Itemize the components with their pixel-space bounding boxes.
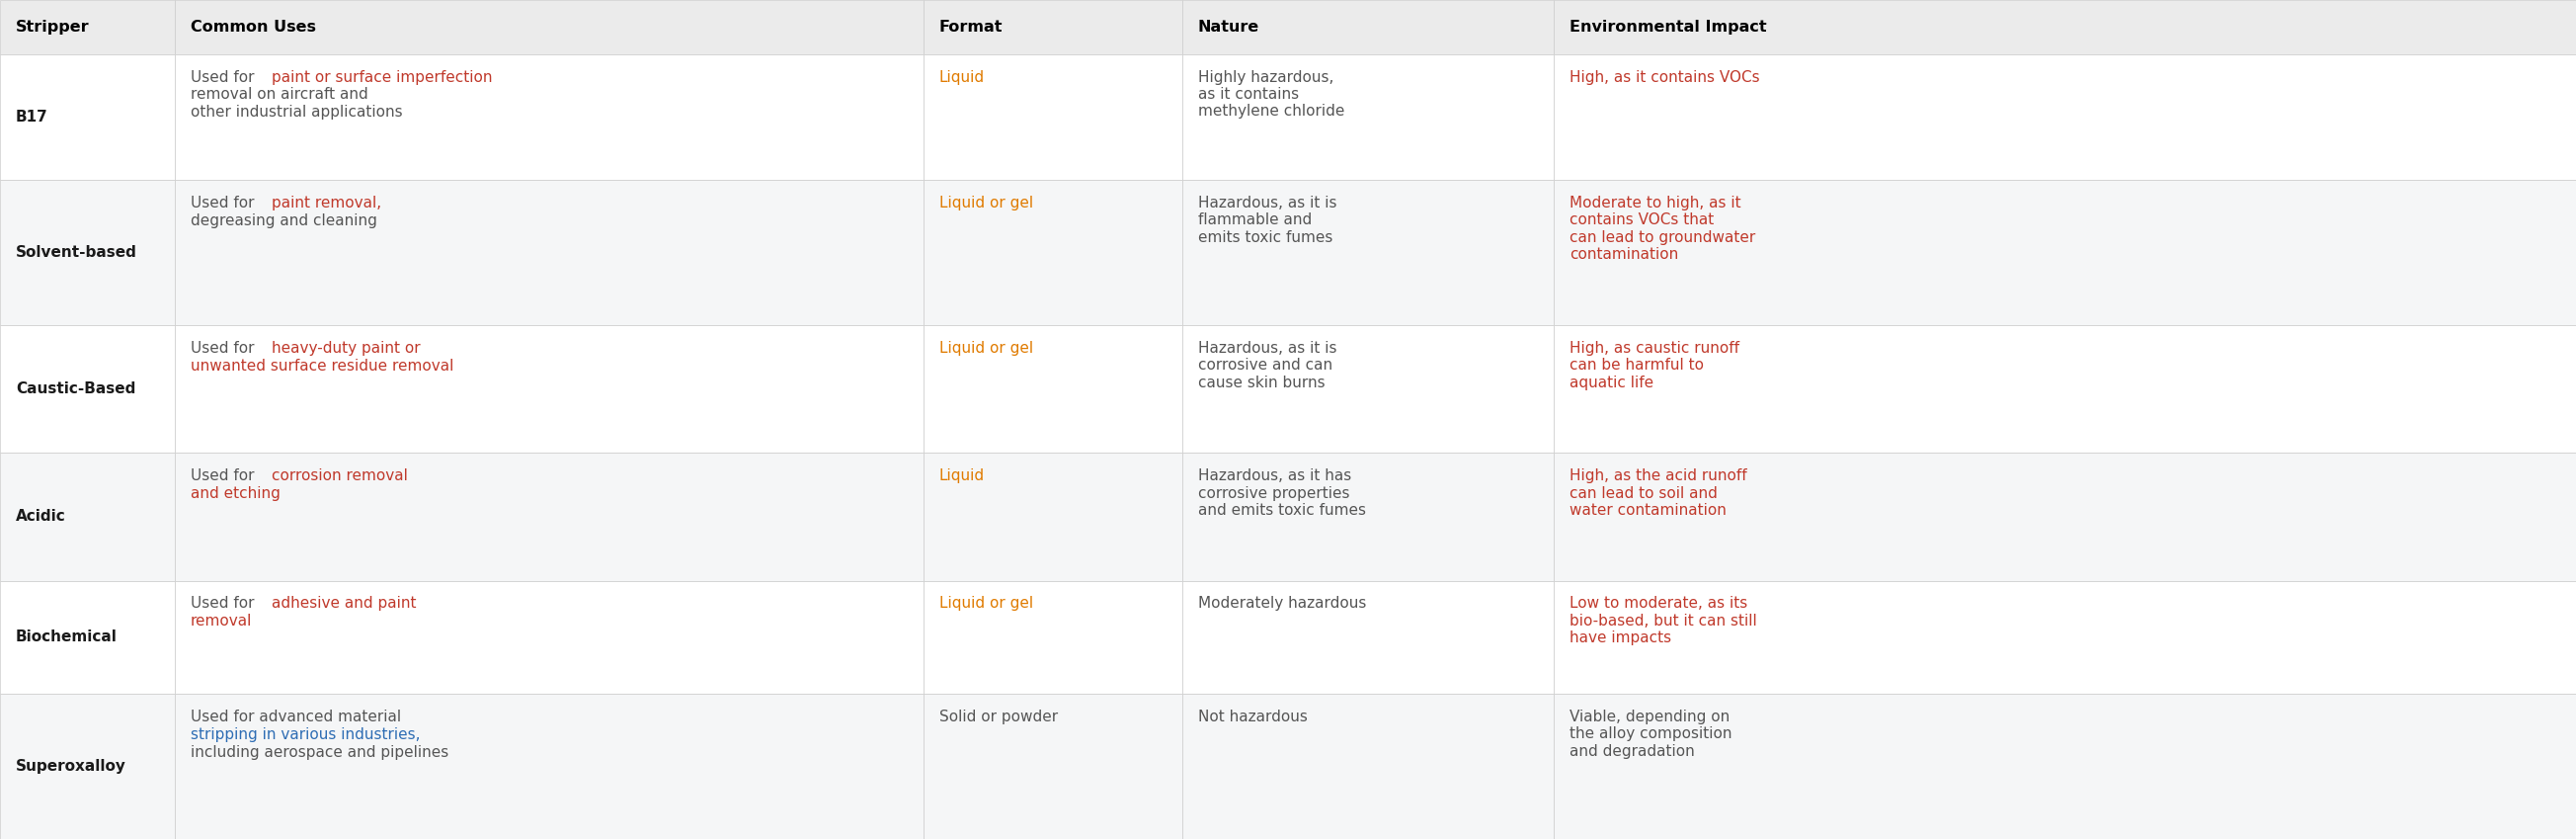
Bar [922,54,1182,180]
Text: adhesive and paint: adhesive and paint [270,597,417,611]
Bar [1553,0,2576,54]
Bar [175,581,922,694]
Bar [0,453,175,581]
Bar [1182,326,1553,453]
Text: Used for: Used for [191,469,258,483]
Text: Moderately hazardous: Moderately hazardous [1198,597,1365,611]
Text: Moderate to high, as it
contains VOCs that
can lead to groundwater
contamination: Moderate to high, as it contains VOCs th… [1569,195,1754,262]
Text: degreasing and cleaning: degreasing and cleaning [191,213,376,228]
Bar [922,453,1182,581]
Text: Liquid or gel: Liquid or gel [940,341,1033,356]
Text: Viable, depending on
the alloy composition
and degradation: Viable, depending on the alloy compositi… [1569,709,1731,758]
Bar [1553,581,2576,694]
Bar [1553,54,2576,180]
Bar [1182,180,1553,326]
Text: Used for: Used for [191,70,258,85]
Text: Hazardous, as it is
corrosive and can
cause skin burns: Hazardous, as it is corrosive and can ca… [1198,341,1337,390]
Text: Used for: Used for [191,195,258,211]
Bar [175,326,922,453]
Text: paint removal,: paint removal, [270,195,381,211]
Bar [922,326,1182,453]
Text: paint or surface imperfection: paint or surface imperfection [270,70,492,85]
Text: Highly hazardous,
as it contains
methylene chloride: Highly hazardous, as it contains methyle… [1198,70,1345,119]
Bar [1553,180,2576,326]
Text: heavy-duty paint or: heavy-duty paint or [270,341,420,356]
Bar [0,581,175,694]
Text: Low to moderate, as its
bio-based, but it can still
have impacts: Low to moderate, as its bio-based, but i… [1569,597,1757,645]
Text: Stripper: Stripper [15,19,90,34]
Text: Solvent-based: Solvent-based [15,245,137,260]
Text: Liquid or gel: Liquid or gel [940,597,1033,611]
Text: Superoxalloy: Superoxalloy [15,759,126,774]
Text: Environmental Impact: Environmental Impact [1569,19,1767,34]
Text: Solid or powder: Solid or powder [940,709,1059,724]
Bar [175,54,922,180]
Bar [1553,326,2576,453]
Bar [175,0,922,54]
Text: Liquid or gel: Liquid or gel [940,195,1033,211]
Bar [922,694,1182,839]
Bar [1182,694,1553,839]
Bar [1553,694,2576,839]
Bar [922,0,1182,54]
Bar [175,453,922,581]
Bar [1182,453,1553,581]
Text: and etching: and etching [191,487,281,501]
Text: High, as the acid runoff
can lead to soil and
water contamination: High, as the acid runoff can lead to soi… [1569,469,1747,518]
Bar [922,581,1182,694]
Text: corrosion removal: corrosion removal [270,469,407,483]
Text: B17: B17 [15,110,49,124]
Text: stripping in various industries,: stripping in various industries, [191,727,420,742]
Bar [0,54,175,180]
Text: Common Uses: Common Uses [191,19,317,34]
Text: removal on aircraft and: removal on aircraft and [191,87,368,102]
Text: Not hazardous: Not hazardous [1198,709,1309,724]
Text: removal: removal [191,614,252,629]
Bar [1182,54,1553,180]
Text: Liquid: Liquid [940,70,984,85]
Text: Hazardous, as it has
corrosive properties
and emits toxic fumes: Hazardous, as it has corrosive propertie… [1198,469,1365,518]
Text: High, as it contains VOCs: High, as it contains VOCs [1569,70,1759,85]
Text: Caustic-Based: Caustic-Based [15,382,137,397]
Text: Used for: Used for [191,341,258,356]
Text: including aerospace and pipelines: including aerospace and pipelines [191,745,448,759]
Bar [1182,581,1553,694]
Bar [0,0,175,54]
Bar [922,180,1182,326]
Text: High, as caustic runoff
can be harmful to
aquatic life: High, as caustic runoff can be harmful t… [1569,341,1739,390]
Bar [0,180,175,326]
Text: unwanted surface residue removal: unwanted surface residue removal [191,358,453,373]
Text: Liquid: Liquid [940,469,984,483]
Bar [0,694,175,839]
Bar [1553,453,2576,581]
Text: Format: Format [940,19,1002,34]
Text: Hazardous, as it is
flammable and
emits toxic fumes: Hazardous, as it is flammable and emits … [1198,195,1337,245]
Text: Used for advanced material: Used for advanced material [191,709,402,724]
Text: Biochemical: Biochemical [15,630,118,644]
Text: other industrial applications: other industrial applications [191,105,402,120]
Text: Used for: Used for [191,597,258,611]
Text: Nature: Nature [1198,19,1260,34]
Text: Acidic: Acidic [15,509,67,524]
Bar [175,180,922,326]
Bar [175,694,922,839]
Bar [0,326,175,453]
Bar [1182,0,1553,54]
